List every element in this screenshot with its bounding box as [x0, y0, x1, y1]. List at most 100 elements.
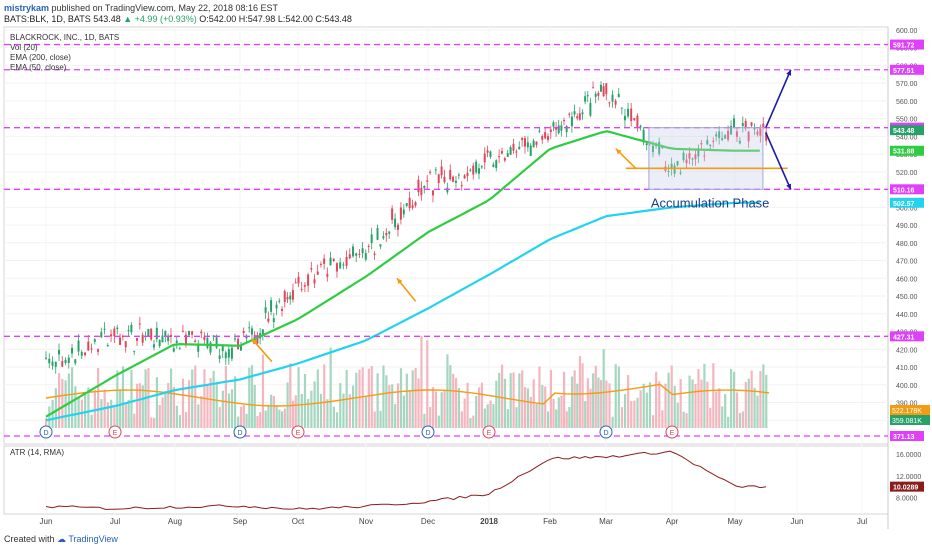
candle-body [651, 145, 654, 153]
volume-bar [326, 399, 329, 428]
volume-bar [617, 366, 620, 428]
candle-body [138, 323, 141, 325]
volume-bar [153, 417, 156, 428]
ema50-line [45, 130, 760, 418]
footer: Created with ☁ TradingView [4, 534, 118, 545]
volume-bar [136, 383, 139, 428]
candle-body [738, 140, 741, 144]
bounce-arrow-2-head [397, 278, 403, 285]
volume-bar [161, 397, 164, 428]
legend-vol: Vol (20) [10, 43, 38, 52]
volume-bar [138, 383, 142, 428]
candle-body [549, 129, 552, 133]
candle-body [209, 342, 212, 353]
candle-body [291, 290, 294, 300]
candle-body [727, 130, 730, 140]
candle-body [48, 358, 51, 364]
candle-body [712, 140, 715, 142]
price-label: 502.57 [893, 201, 915, 208]
candle-body [373, 253, 376, 255]
candle-body [573, 111, 576, 115]
volume-bar [733, 371, 736, 428]
volume-bar [245, 413, 248, 428]
volume-bar [256, 415, 259, 428]
candle-body [576, 116, 579, 119]
volume-bar [167, 382, 170, 428]
volume-bar [48, 406, 51, 428]
volume-bar [568, 407, 571, 428]
event-marker-D [421, 425, 435, 439]
volume-bar [218, 407, 221, 428]
volume-bar [735, 392, 739, 428]
candle-body [434, 169, 437, 171]
candle-body [538, 130, 541, 132]
volume-bar [503, 378, 507, 428]
candle-body [97, 349, 100, 352]
volume-bar [565, 411, 568, 428]
candle-body [379, 244, 382, 247]
volume-bar [664, 383, 667, 428]
candle-body [483, 153, 486, 163]
volume-bar [351, 385, 355, 428]
candle-body [275, 304, 278, 309]
tradingview-brand[interactable]: TradingView [68, 534, 118, 544]
symbol: BATS:BLK, 1D, BATS [4, 14, 91, 24]
volume-bar [709, 407, 712, 428]
candle-body [526, 142, 529, 148]
volume-bar [275, 405, 278, 428]
candle-body [212, 335, 215, 337]
volume-bar [158, 404, 161, 428]
volume-bar [133, 413, 136, 428]
volume-bar [364, 396, 368, 428]
event-label: D [603, 430, 608, 437]
candle-body [248, 327, 251, 329]
volume-bar [71, 367, 74, 428]
y-tick-label: 420.00 [896, 347, 918, 354]
volume-bar [172, 386, 175, 428]
volume-ma-line [45, 383, 770, 407]
candle-body [509, 147, 512, 155]
candle-body [630, 108, 633, 122]
candle-body [532, 140, 535, 148]
candle-body [633, 118, 636, 121]
candle-body [469, 169, 472, 171]
candle-body [283, 291, 286, 302]
x-tick-label: Oct [292, 517, 305, 526]
volume-bar [744, 382, 747, 428]
candle-body [486, 150, 489, 153]
candle-body [124, 341, 127, 348]
x-tick-label: May [727, 517, 742, 526]
candle-body [544, 132, 547, 139]
volume-bar [248, 367, 251, 428]
candle-body [733, 118, 736, 128]
candle-body [565, 126, 568, 133]
volume-bar [233, 376, 237, 428]
target-up-arrow-head [786, 69, 792, 76]
candle-body [303, 285, 306, 287]
atr-value-box [890, 481, 924, 492]
candle-body [694, 154, 697, 160]
price-label-box [890, 39, 924, 50]
atr-line [45, 450, 767, 510]
volume-bar [61, 379, 64, 428]
volume-bar [423, 413, 426, 428]
candle-body [765, 131, 768, 141]
candle-body [136, 338, 139, 341]
volume-bar [297, 367, 300, 428]
candle-body [169, 334, 172, 337]
volume-bar [724, 394, 727, 428]
volume-bar [738, 413, 742, 428]
volume-bar [237, 416, 240, 428]
candle-body [741, 123, 744, 126]
volume-bar [700, 379, 703, 428]
created-with: Created with [4, 534, 55, 544]
candle-body [747, 131, 750, 142]
candle-body [221, 345, 224, 352]
candle-body [521, 138, 524, 141]
candle-body [730, 125, 733, 135]
volume-bar [329, 347, 332, 428]
candle-body [639, 125, 642, 128]
candle-body [106, 345, 109, 347]
author-name[interactable]: mistrykam [4, 3, 50, 13]
